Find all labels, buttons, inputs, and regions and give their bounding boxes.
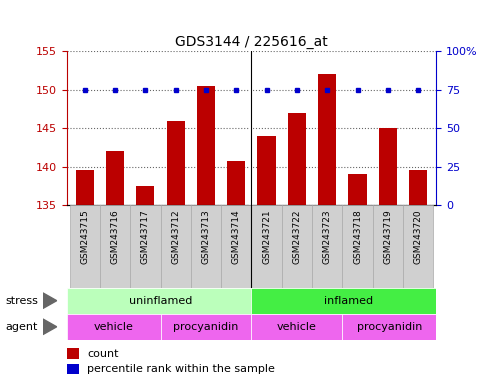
- Bar: [161, 314, 251, 340]
- Bar: [257, 136, 276, 205]
- Bar: [318, 74, 336, 205]
- Bar: [130, 205, 161, 288]
- Bar: [70, 205, 100, 288]
- Bar: [67, 314, 161, 340]
- Bar: [67, 349, 79, 359]
- Text: GSM243717: GSM243717: [141, 209, 150, 264]
- Bar: [312, 205, 342, 288]
- Bar: [67, 364, 79, 374]
- Text: GSM243715: GSM243715: [80, 209, 89, 264]
- Bar: [161, 205, 191, 288]
- Text: uninflamed: uninflamed: [129, 296, 192, 306]
- Text: GSM243716: GSM243716: [110, 209, 119, 264]
- Text: vehicle: vehicle: [94, 322, 134, 332]
- Text: GSM243722: GSM243722: [292, 209, 301, 264]
- Text: GSM243721: GSM243721: [262, 209, 271, 264]
- Bar: [282, 205, 312, 288]
- Bar: [342, 314, 436, 340]
- Bar: [197, 86, 215, 205]
- Text: inflamed: inflamed: [324, 296, 373, 306]
- Bar: [100, 205, 130, 288]
- Text: GSM243723: GSM243723: [323, 209, 332, 264]
- Bar: [75, 170, 94, 205]
- Bar: [251, 288, 436, 314]
- Text: percentile rank within the sample: percentile rank within the sample: [87, 364, 275, 374]
- Text: procyanidin: procyanidin: [356, 322, 422, 332]
- Bar: [136, 186, 154, 205]
- Bar: [251, 205, 282, 288]
- Text: GSM243719: GSM243719: [384, 209, 392, 264]
- Bar: [167, 121, 185, 205]
- FancyArrow shape: [43, 293, 57, 308]
- Bar: [349, 174, 367, 205]
- Text: count: count: [87, 349, 118, 359]
- Text: GSM243714: GSM243714: [232, 209, 241, 264]
- Bar: [379, 128, 397, 205]
- Bar: [288, 113, 306, 205]
- Bar: [373, 205, 403, 288]
- Title: GDS3144 / 225616_at: GDS3144 / 225616_at: [175, 35, 328, 49]
- Bar: [342, 205, 373, 288]
- Text: GSM243718: GSM243718: [353, 209, 362, 264]
- Bar: [67, 288, 251, 314]
- Text: procyanidin: procyanidin: [173, 322, 239, 332]
- Bar: [106, 151, 124, 205]
- Text: GSM243713: GSM243713: [202, 209, 211, 264]
- Bar: [403, 205, 433, 288]
- Bar: [409, 170, 427, 205]
- Bar: [221, 205, 251, 288]
- Text: GSM243720: GSM243720: [414, 209, 423, 264]
- Bar: [191, 205, 221, 288]
- Bar: [227, 161, 246, 205]
- Text: stress: stress: [5, 296, 38, 306]
- Text: GSM243712: GSM243712: [171, 209, 180, 264]
- FancyArrow shape: [43, 319, 57, 334]
- Text: agent: agent: [5, 322, 37, 332]
- Bar: [251, 314, 342, 340]
- Text: vehicle: vehicle: [277, 322, 317, 332]
